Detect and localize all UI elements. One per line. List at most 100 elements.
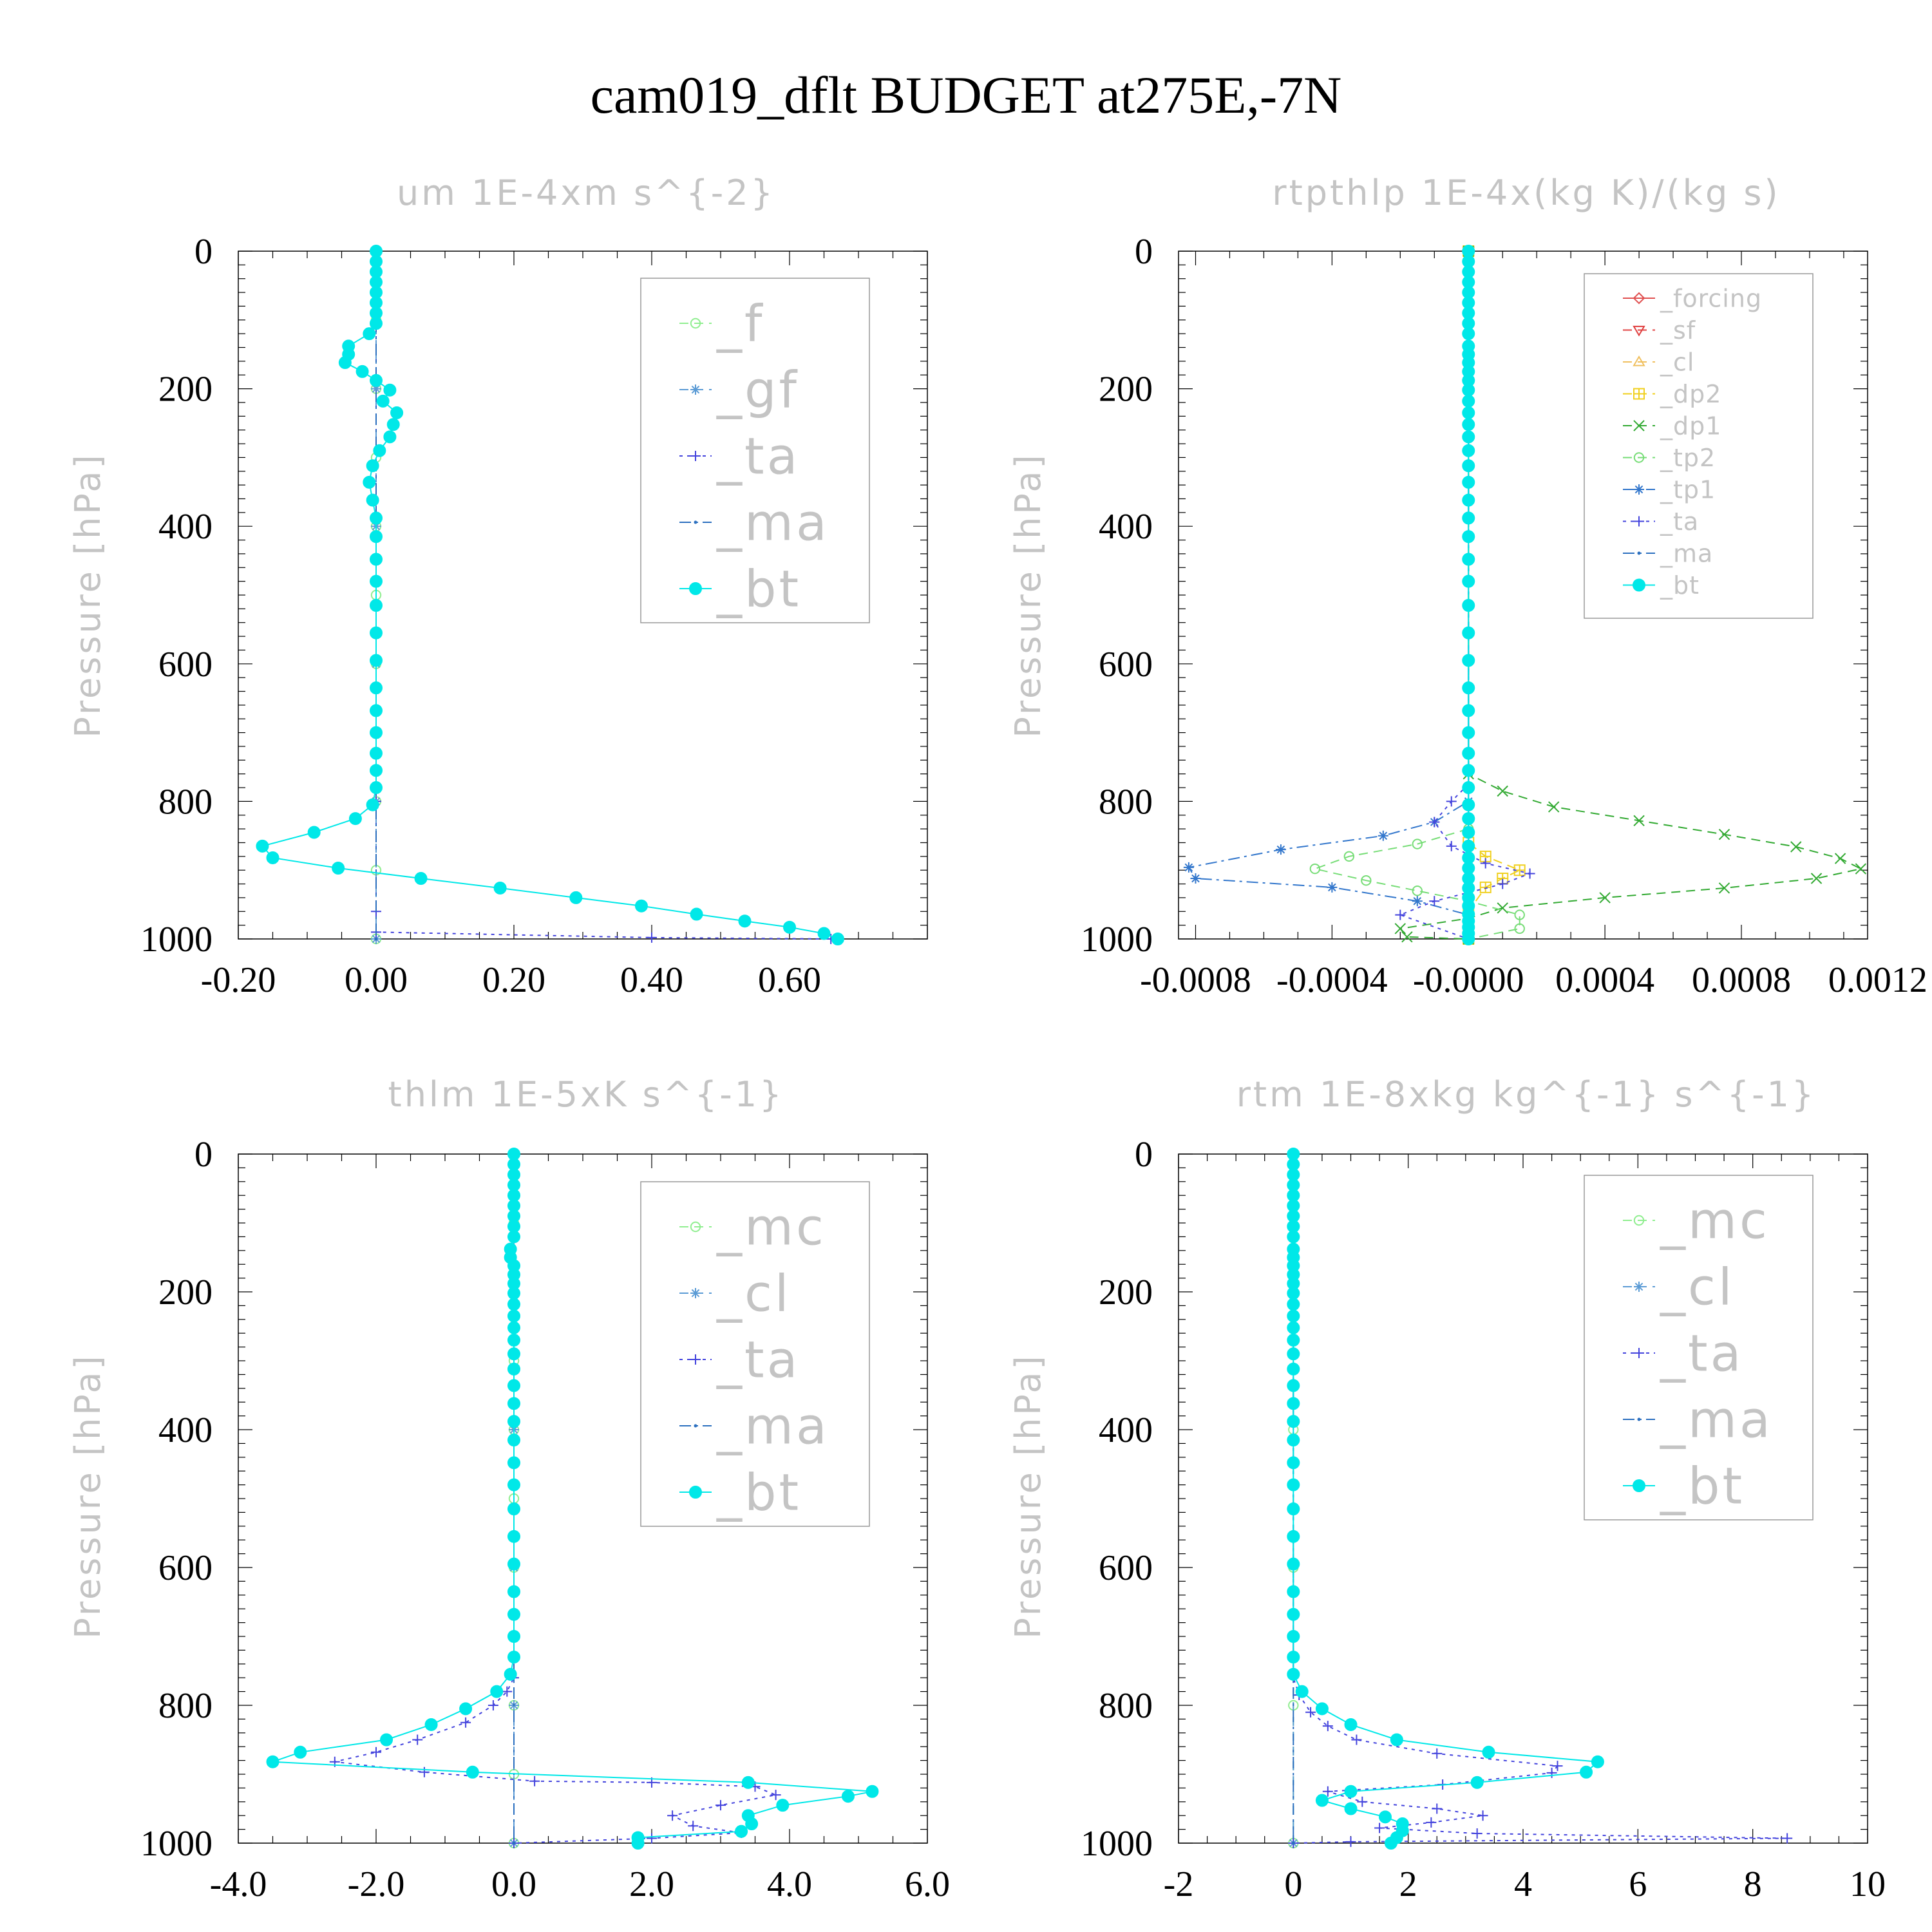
data-point xyxy=(1462,626,1475,639)
data-point xyxy=(373,444,386,457)
series-ta xyxy=(329,1149,781,1848)
data-point xyxy=(1480,858,1491,869)
legend-label: _cl xyxy=(716,1265,791,1323)
data-point xyxy=(1361,875,1372,886)
data-point xyxy=(370,374,383,387)
data-point xyxy=(1287,1667,1300,1681)
x-tick-label: 4 xyxy=(1514,1864,1532,1904)
data-point xyxy=(1462,839,1475,853)
data-point xyxy=(647,932,657,943)
series-line xyxy=(1188,251,1470,939)
data-point xyxy=(376,394,390,408)
data-point xyxy=(1432,1803,1443,1814)
legend-item: _ta xyxy=(1623,1325,1741,1383)
x-tick-label: 0.0008 xyxy=(1692,960,1791,1000)
panel-title: thlm 1E-5xK s^{-1} xyxy=(388,1074,784,1115)
data-point xyxy=(1462,933,1475,945)
data-point xyxy=(1374,1823,1385,1833)
data-point xyxy=(338,356,352,370)
data-point xyxy=(332,861,345,875)
data-point xyxy=(507,1397,520,1410)
legend-item: _bt xyxy=(1623,571,1699,600)
data-point xyxy=(1412,886,1423,896)
data-point xyxy=(1462,781,1475,795)
data-point xyxy=(1462,574,1475,588)
data-point xyxy=(1344,1718,1358,1731)
data-point xyxy=(1287,1651,1300,1664)
data-point xyxy=(1462,475,1475,489)
legend-swatch-marker xyxy=(1633,325,1645,337)
data-point xyxy=(1462,764,1475,777)
data-point xyxy=(1546,1767,1557,1778)
y-tick-label: 600 xyxy=(158,1548,213,1588)
data-point xyxy=(380,1733,393,1747)
data-point xyxy=(507,1415,520,1428)
x-tick-label: -0.20 xyxy=(201,960,276,1000)
data-point xyxy=(1287,1287,1300,1300)
legend-label: _ma xyxy=(716,494,829,552)
data-point xyxy=(1477,1810,1488,1821)
legend-label: _cl xyxy=(1660,348,1694,376)
legend-item: _bt xyxy=(679,560,799,618)
panel-um: um 1E-4xm s^{-2} Pressure [hPa] 0 200 400 6… xyxy=(68,173,928,1000)
series-tp2 xyxy=(1309,245,1525,945)
legend-label: _ta xyxy=(1660,507,1699,536)
data-point xyxy=(1446,840,1457,851)
data-point xyxy=(507,1309,520,1323)
data-point xyxy=(1790,841,1802,853)
data-point xyxy=(841,1790,855,1803)
y-tick-label: 200 xyxy=(158,1273,213,1312)
x-tick-label: 0.40 xyxy=(620,960,683,1000)
data-point xyxy=(266,851,279,864)
data-point xyxy=(1718,828,1730,840)
legend-label: _cl xyxy=(1660,1258,1735,1316)
data-point xyxy=(507,1230,520,1244)
data-point xyxy=(383,383,397,397)
legend-label: _ma xyxy=(716,1397,829,1455)
y-tick-label: 600 xyxy=(158,645,213,685)
x-tick-label: -0.0004 xyxy=(1276,960,1388,1000)
legend-label: _forcing xyxy=(1660,284,1762,312)
y-tick-label: 400 xyxy=(1099,1410,1153,1450)
legend-label: _ma xyxy=(1660,1391,1773,1449)
data-point xyxy=(460,1717,471,1728)
data-point xyxy=(507,1607,520,1621)
legend-item: _dp1 xyxy=(1623,412,1721,440)
legend: _forcing _sf _cl _dp2 _dp1 _tp2 _tp1 _ta _ma _bt xyxy=(1584,273,1814,619)
legend-swatch-marker xyxy=(1637,551,1641,555)
x-tick-label: 10 xyxy=(1850,1864,1886,1904)
data-point xyxy=(370,599,383,612)
data-point xyxy=(1287,1630,1300,1643)
data-point xyxy=(1599,892,1611,904)
data-point xyxy=(507,1456,520,1470)
data-point xyxy=(1384,1837,1397,1850)
legend-swatch-marker xyxy=(1633,578,1645,592)
y-tick-label: 400 xyxy=(158,507,213,547)
legend-label: _dp1 xyxy=(1660,412,1721,440)
data-point xyxy=(1287,1321,1300,1334)
legend-item: _ta xyxy=(679,1331,797,1389)
data-point xyxy=(1287,1557,1300,1571)
data-point xyxy=(307,826,321,839)
legend-label: _tp1 xyxy=(1660,475,1716,504)
data-point xyxy=(741,1776,755,1789)
data-point xyxy=(370,317,383,330)
data-point xyxy=(1462,511,1475,525)
data-point xyxy=(348,812,362,826)
data-point xyxy=(1446,796,1457,807)
data-point xyxy=(667,1810,678,1821)
figure-title: cam019_dflt BUDGET at275E,-7N xyxy=(591,66,1342,124)
data-point xyxy=(1462,383,1475,397)
data-point xyxy=(817,927,831,940)
series-bt xyxy=(1462,245,1475,945)
data-point xyxy=(507,1557,520,1571)
data-point xyxy=(1287,1530,1300,1543)
data-point xyxy=(370,530,383,544)
data-point xyxy=(1343,851,1355,862)
data-point xyxy=(1291,1841,1295,1845)
legend-box xyxy=(1584,273,1814,619)
y-tick-label: 600 xyxy=(1099,1548,1153,1588)
data-point xyxy=(1390,1733,1403,1747)
legend-item: _gf xyxy=(679,361,797,419)
panel-rtpthlp: rtpthlp 1E-4x(kg K)/(kg s) Pressure [hPa… xyxy=(1008,173,1927,1000)
